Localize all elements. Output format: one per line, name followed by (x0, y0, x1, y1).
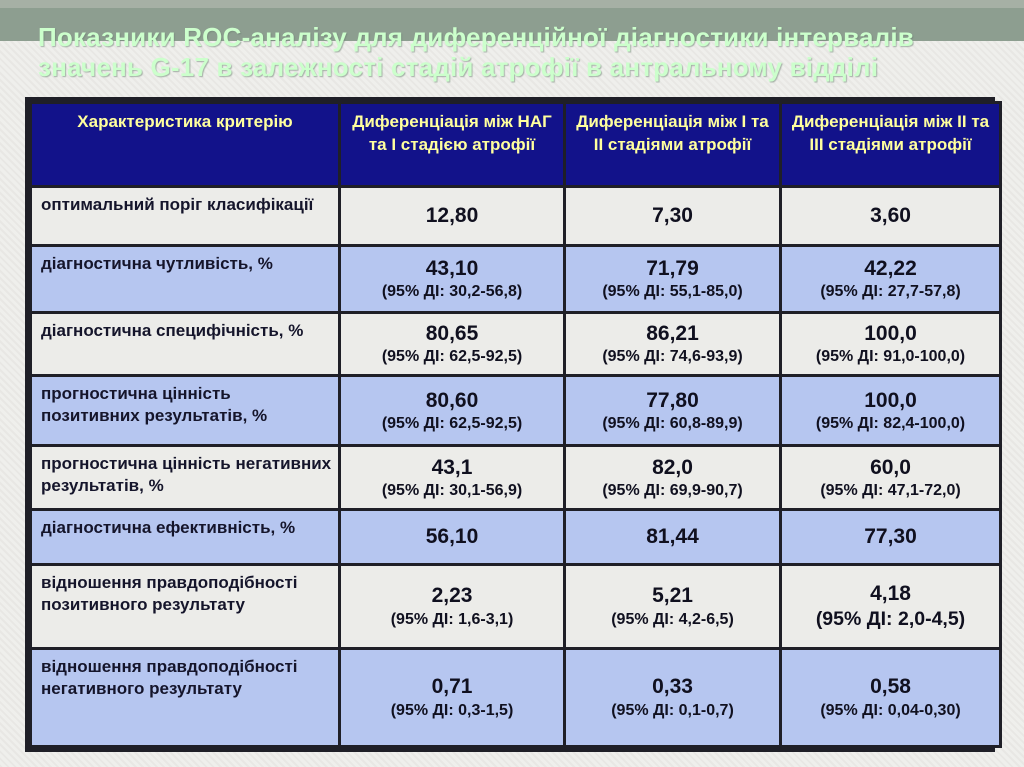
value-cell: 80,65 (95% ДІ: 62,5-92,5) (338, 310, 566, 378)
value: 60,0 (870, 455, 911, 479)
table-row: діагностична специфічність, % 80,65 (95%… (29, 310, 1002, 378)
value-cell: 43,10 (95% ДІ: 30,2-56,8) (338, 243, 566, 314)
value: 2,23 (431, 584, 473, 608)
confidence-interval: (95% ДІ: 55,1-85,0) (602, 282, 743, 300)
confidence-interval: (95% ДІ: 4,2-6,5) (611, 610, 734, 628)
value-cell: 3,60 (779, 185, 1002, 247)
value: 71,79 (646, 256, 699, 280)
confidence-interval: (95% ДІ: 2,0-4,5) (815, 608, 966, 631)
confidence-interval: (95% ДІ: 27,7-57,8) (820, 282, 961, 300)
value-cell: 80,60 (95% ДІ: 62,5-92,5) (338, 374, 566, 448)
value: 100,0 (864, 388, 917, 412)
value-cell: 2,23 (95% ДІ: 1,6-3,1) (338, 562, 566, 651)
value-cell: 56,10 (338, 508, 566, 566)
value: 77,80 (646, 388, 699, 412)
table-row: відношення правдоподібності позитивного … (29, 562, 1002, 651)
value-cell: 7,30 (563, 185, 782, 247)
title-band (0, 8, 1024, 41)
row-label: відношення правдоподібності позитивного … (29, 562, 341, 651)
roc-table-container: Характеристика критерію Диференціація мі… (25, 97, 1002, 752)
value-cell: 0,58 (95% ДІ: 0,04-0,30) (779, 647, 1002, 748)
value-cell: 77,80 (95% ДІ: 60,8-89,9) (563, 374, 782, 448)
value-cell: 81,44 (563, 508, 782, 566)
value: 0,71 (431, 675, 473, 699)
header-cell-stage2-vs-stage3: Диференціація між ІІ та ІІІ стадіями атр… (779, 101, 1002, 188)
confidence-interval: (95% ДІ: 0,3-1,5) (390, 701, 514, 719)
row-label: діагностична ефективність, % (29, 508, 341, 566)
confidence-interval: (95% ДІ: 91,0-100,0) (815, 348, 966, 366)
value-cell: 43,1 (95% ДІ: 30,1-56,9) (338, 444, 566, 512)
value-cell: 82,0 (95% ДІ: 69,9-90,7) (563, 444, 782, 512)
table-row: прогностична цінність негативних результ… (29, 444, 1002, 512)
value-cell: 60,0 (95% ДІ: 47,1-72,0) (779, 444, 1002, 512)
value: 82,0 (652, 455, 693, 479)
slide-title-line1: Показники ROC-аналізу для диференційної … (38, 22, 914, 52)
value: 80,60 (425, 388, 479, 412)
value: 0,33 (652, 675, 693, 699)
table-row: діагностична ефективність, % 56,10 81,44… (29, 508, 1002, 566)
value: 81,44 (646, 524, 699, 548)
row-label: діагностична специфічність, % (29, 310, 341, 378)
value-cell: 77,30 (779, 508, 1002, 566)
value-cell: 42,22 (95% ДІ: 27,7-57,8) (779, 243, 1002, 314)
value: 43,10 (425, 256, 479, 280)
value: 12,80 (425, 203, 479, 227)
value: 100,0 (864, 321, 917, 345)
table-row: відношення правдоподібності негативного … (29, 647, 1002, 748)
table-row: діагностична чутливість, % 43,10 (95% ДІ… (29, 243, 1002, 314)
header-cell-stage1-vs-stage2: Диференціація між І та ІІ стадіями атроф… (563, 101, 782, 188)
value: 80,65 (425, 321, 479, 345)
confidence-interval: (95% ДІ: 60,8-89,9) (602, 415, 743, 433)
header-cell-nag-vs-stage1: Диференціація між НАГ та І стадією атроф… (338, 101, 566, 188)
slide-title-line2: значень G-17 в залежності стадій атрофії… (38, 52, 879, 82)
value-cell: 5,21 (95% ДІ: 4,2-6,5) (563, 562, 782, 651)
confidence-interval: (95% ДІ: 0,04-0,30) (820, 701, 961, 719)
value-cell: 71,79 (95% ДІ: 55,1-85,0) (563, 243, 782, 314)
row-label: оптимальний поріг класифікації (29, 185, 341, 247)
table-header-row: Характеристика критерію Диференціація мі… (29, 101, 1002, 188)
roc-table: Характеристика критерію Диференціація мі… (29, 101, 1002, 748)
value-cell: 4,18 (95% ДІ: 2,0-4,5) (779, 562, 1002, 651)
value: 77,30 (864, 524, 917, 548)
value: 42,22 (864, 256, 917, 280)
value-cell: 0,33 (95% ДІ: 0,1-0,7) (563, 647, 782, 748)
value: 7,30 (652, 203, 693, 227)
row-label: прогностична цінність позитивних результ… (29, 374, 341, 448)
confidence-interval: (95% ДІ: 0,1-0,7) (611, 701, 734, 719)
confidence-interval: (95% ДІ: 30,1-56,9) (381, 481, 523, 499)
confidence-interval: (95% ДІ: 30,2-56,8) (381, 282, 523, 300)
value: 3,60 (870, 203, 911, 227)
confidence-interval: (95% ДІ: 62,5-92,5) (381, 415, 523, 433)
value: 5,21 (652, 584, 693, 608)
top-strip (0, 0, 1024, 8)
confidence-interval: (95% ДІ: 47,1-72,0) (820, 481, 961, 499)
value-cell: 12,80 (338, 185, 566, 247)
value-cell: 0,71 (95% ДІ: 0,3-1,5) (338, 647, 566, 748)
value: 0,58 (870, 675, 911, 699)
table-row: прогностична цінність позитивних результ… (29, 374, 1002, 448)
confidence-interval: (95% ДІ: 62,5-92,5) (381, 348, 523, 366)
row-label: відношення правдоподібності негативного … (29, 647, 341, 748)
confidence-interval: (95% ДІ: 1,6-3,1) (390, 610, 514, 628)
confidence-interval: (95% ДІ: 69,9-90,7) (602, 481, 743, 499)
header-cell-criterion: Характеристика критерію (29, 101, 341, 188)
slide-title: Показники ROC-аналізу для диференційної … (38, 22, 978, 82)
confidence-interval: (95% ДІ: 82,4-100,0) (815, 415, 966, 433)
value: 43,1 (431, 455, 473, 479)
value: 86,21 (646, 321, 699, 345)
value: 4,18 (870, 582, 911, 606)
row-label: прогностична цінність негативних результ… (29, 444, 341, 512)
confidence-interval: (95% ДІ: 74,6-93,9) (602, 348, 743, 366)
value-cell: 100,0 (95% ДІ: 91,0-100,0) (779, 310, 1002, 378)
value-cell: 100,0 (95% ДІ: 82,4-100,0) (779, 374, 1002, 448)
value: 56,10 (425, 524, 479, 548)
row-label: діагностична чутливість, % (29, 243, 341, 314)
value-cell: 86,21 (95% ДІ: 74,6-93,9) (563, 310, 782, 378)
table-row: оптимальний поріг класифікації 12,80 7,3… (29, 185, 1002, 247)
